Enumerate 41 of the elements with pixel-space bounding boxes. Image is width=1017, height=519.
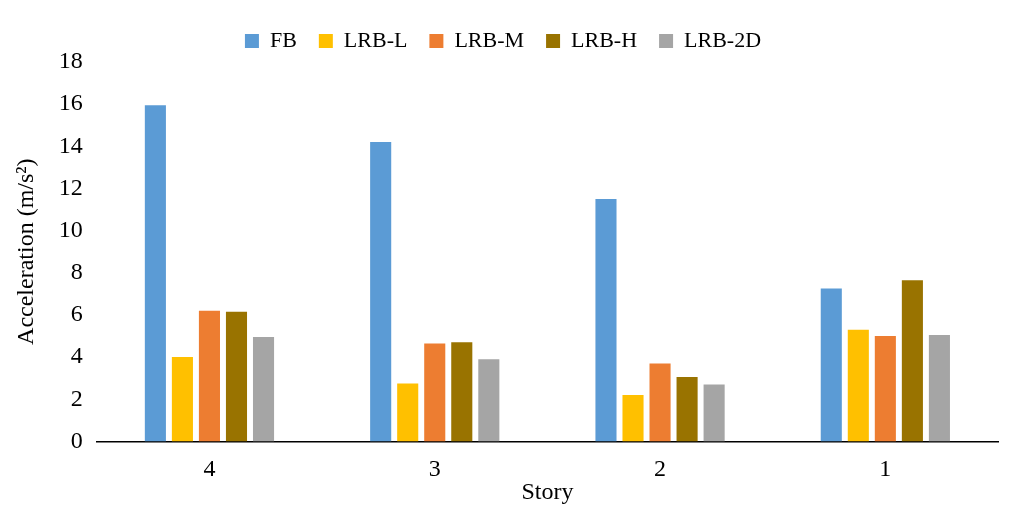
- bar: [144, 105, 166, 442]
- legend-label: LRB-M: [454, 26, 525, 52]
- y-tick-label: 14: [58, 131, 83, 158]
- legend-label: LRB-2D: [684, 26, 762, 52]
- bar: [451, 342, 473, 442]
- bar: [874, 336, 896, 442]
- bar: [370, 142, 392, 442]
- bar: [676, 377, 698, 442]
- bar: [397, 383, 419, 442]
- bar: [928, 334, 950, 442]
- y-tick-label: 0: [70, 426, 83, 453]
- y-tick-label: 12: [58, 173, 83, 200]
- y-tick-label: 4: [70, 342, 83, 369]
- y-tick-label: 16: [58, 89, 83, 116]
- bar: [478, 359, 500, 442]
- bar: [252, 337, 275, 442]
- bar: [703, 384, 725, 442]
- y-tick-label: 10: [58, 215, 83, 242]
- x-tick-label: 3: [428, 455, 441, 482]
- bar: [622, 395, 644, 442]
- x-tick-label: 1: [879, 455, 892, 482]
- y-tick-label: 6: [70, 300, 83, 327]
- bar: [424, 343, 446, 442]
- bar: [595, 199, 617, 442]
- x-axis-title: Story: [521, 477, 574, 504]
- legend-label: LRB-L: [343, 26, 408, 52]
- x-tick-label: 4: [203, 455, 216, 482]
- legend-label: FB: [269, 26, 297, 52]
- bar: [901, 280, 923, 442]
- y-axis-title: Acceleration (m/s²): [11, 158, 38, 345]
- bar: [198, 310, 220, 442]
- x-tick-label: 2: [654, 455, 667, 482]
- y-tick-label: 8: [70, 258, 83, 285]
- bar: [820, 288, 842, 442]
- y-tick-label: 18: [58, 47, 83, 74]
- bar: [225, 311, 248, 442]
- legend-label: LRB-H: [571, 26, 638, 52]
- bar: [649, 363, 671, 442]
- y-tick-label: 2: [70, 384, 83, 411]
- bar: [171, 357, 193, 442]
- bar: [847, 329, 869, 442]
